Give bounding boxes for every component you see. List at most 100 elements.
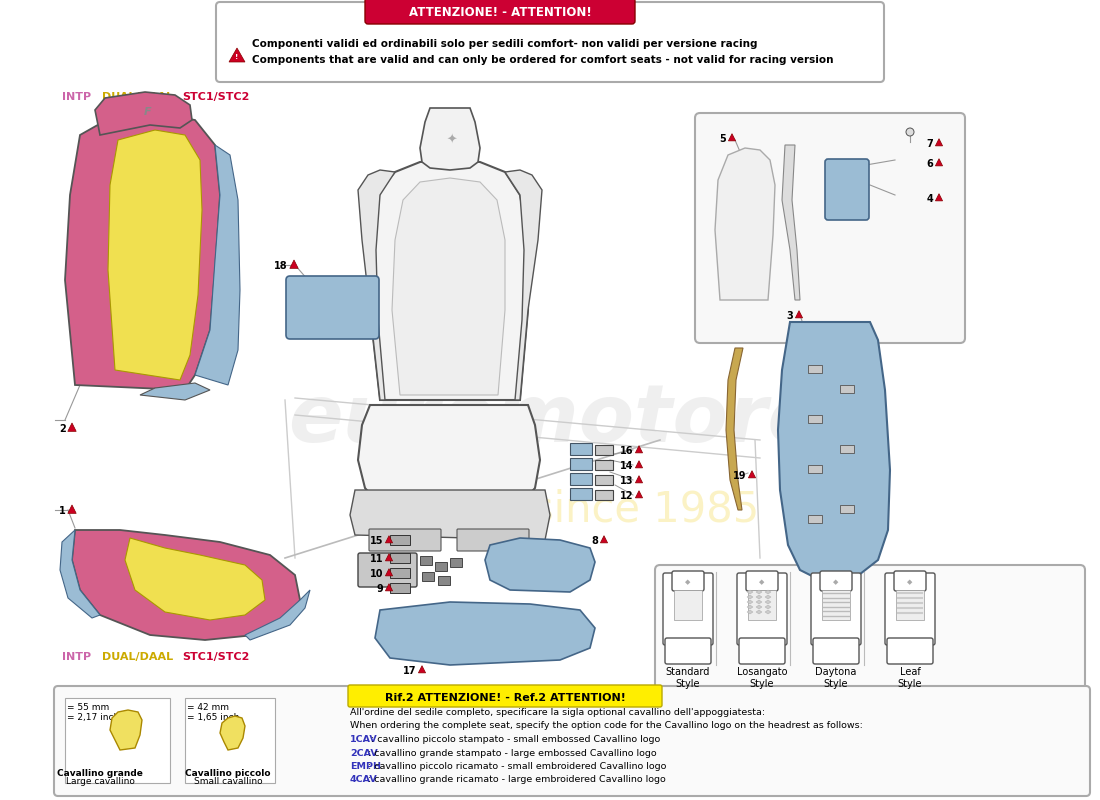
Text: Cavallino grande: Cavallino grande bbox=[57, 769, 143, 778]
Text: 1CAV: 1CAV bbox=[350, 735, 377, 744]
Text: 15: 15 bbox=[370, 536, 383, 546]
Polygon shape bbox=[747, 605, 754, 609]
Polygon shape bbox=[68, 423, 76, 431]
Polygon shape bbox=[747, 590, 754, 594]
Bar bbox=[390, 535, 410, 545]
Polygon shape bbox=[636, 446, 642, 453]
Text: Small cavallino: Small cavallino bbox=[194, 777, 262, 786]
Polygon shape bbox=[636, 461, 642, 468]
Polygon shape bbox=[636, 476, 642, 483]
Polygon shape bbox=[756, 600, 762, 604]
Polygon shape bbox=[485, 538, 595, 592]
Text: 7: 7 bbox=[926, 139, 933, 149]
FancyBboxPatch shape bbox=[737, 573, 786, 645]
Text: = 2,17 inch: = 2,17 inch bbox=[67, 713, 119, 722]
Text: euromotore: euromotore bbox=[288, 381, 822, 459]
FancyBboxPatch shape bbox=[286, 276, 379, 339]
Text: 10: 10 bbox=[370, 569, 383, 579]
FancyBboxPatch shape bbox=[813, 638, 859, 664]
Text: When ordering the complete seat, specify the option code for the Cavallino logo : When ordering the complete seat, specify… bbox=[350, 722, 862, 730]
Polygon shape bbox=[935, 158, 943, 166]
Text: INTP: INTP bbox=[62, 652, 91, 662]
Bar bbox=[808, 415, 822, 423]
Bar bbox=[822, 590, 850, 620]
Text: ◆: ◆ bbox=[908, 579, 913, 585]
Text: Standard
Style: Standard Style bbox=[666, 667, 711, 689]
Bar bbox=[808, 515, 822, 523]
Bar bbox=[808, 365, 822, 373]
Text: : cavallino grande stampato - large embossed Cavallino logo: : cavallino grande stampato - large embo… bbox=[368, 749, 657, 758]
Polygon shape bbox=[764, 610, 771, 614]
Polygon shape bbox=[601, 536, 607, 543]
Polygon shape bbox=[756, 590, 762, 594]
Text: Cavallino piccolo: Cavallino piccolo bbox=[185, 769, 271, 778]
FancyBboxPatch shape bbox=[368, 529, 441, 551]
Polygon shape bbox=[756, 595, 762, 599]
Polygon shape bbox=[245, 590, 310, 640]
Polygon shape bbox=[764, 595, 771, 599]
FancyBboxPatch shape bbox=[894, 571, 926, 591]
Text: 3: 3 bbox=[786, 311, 793, 321]
FancyBboxPatch shape bbox=[348, 685, 662, 707]
Text: !: ! bbox=[235, 54, 239, 60]
Polygon shape bbox=[385, 536, 393, 543]
Bar bbox=[422, 572, 435, 581]
FancyBboxPatch shape bbox=[663, 573, 713, 645]
Polygon shape bbox=[748, 470, 756, 478]
FancyBboxPatch shape bbox=[216, 2, 884, 82]
Text: ✦: ✦ bbox=[447, 134, 458, 146]
Polygon shape bbox=[935, 194, 943, 201]
Polygon shape bbox=[418, 666, 426, 673]
Polygon shape bbox=[385, 554, 393, 561]
FancyBboxPatch shape bbox=[358, 553, 417, 587]
Bar bbox=[748, 590, 775, 620]
FancyBboxPatch shape bbox=[54, 686, 1090, 796]
Polygon shape bbox=[140, 383, 210, 400]
Polygon shape bbox=[935, 138, 943, 146]
Text: 1: 1 bbox=[59, 506, 66, 516]
Text: DUAL/DAAL: DUAL/DAAL bbox=[102, 652, 173, 662]
Text: = 55 mm: = 55 mm bbox=[67, 703, 109, 712]
FancyBboxPatch shape bbox=[811, 573, 861, 645]
Text: ATTENZIONE! - ATTENTION!: ATTENZIONE! - ATTENTION! bbox=[408, 6, 592, 19]
Polygon shape bbox=[108, 130, 202, 380]
Text: : cavallino grande ricamato - large embroidered Cavallino logo: : cavallino grande ricamato - large embr… bbox=[368, 775, 666, 785]
Polygon shape bbox=[72, 530, 300, 640]
FancyBboxPatch shape bbox=[365, 0, 635, 24]
Text: ◆: ◆ bbox=[685, 579, 691, 585]
Bar bbox=[840, 385, 854, 393]
Text: 6: 6 bbox=[926, 159, 933, 169]
Text: : cavallino piccolo stampato - small embossed Cavallino logo: : cavallino piccolo stampato - small emb… bbox=[368, 735, 660, 744]
Text: Losangato
Style: Losangato Style bbox=[737, 667, 788, 689]
Bar bbox=[390, 568, 410, 578]
Polygon shape bbox=[68, 505, 76, 514]
Text: 13: 13 bbox=[619, 476, 632, 486]
Bar bbox=[434, 562, 447, 571]
Polygon shape bbox=[65, 112, 220, 390]
Polygon shape bbox=[375, 602, 595, 665]
Polygon shape bbox=[350, 490, 550, 540]
Bar bbox=[595, 460, 613, 470]
Text: ◆: ◆ bbox=[759, 579, 764, 585]
Text: DUAL/DAAL: DUAL/DAAL bbox=[102, 92, 173, 102]
Polygon shape bbox=[795, 310, 803, 318]
Text: 5: 5 bbox=[719, 134, 726, 144]
Text: STC1/STC2: STC1/STC2 bbox=[182, 652, 250, 662]
FancyBboxPatch shape bbox=[654, 565, 1085, 690]
Bar bbox=[570, 473, 592, 485]
FancyBboxPatch shape bbox=[456, 529, 529, 551]
Bar bbox=[390, 583, 410, 593]
Text: Daytona
Style: Daytona Style bbox=[815, 667, 857, 689]
Polygon shape bbox=[420, 108, 480, 170]
Bar bbox=[570, 443, 592, 455]
Polygon shape bbox=[370, 160, 528, 400]
Text: 17: 17 bbox=[403, 666, 416, 676]
Polygon shape bbox=[95, 92, 192, 135]
FancyBboxPatch shape bbox=[65, 698, 170, 783]
Polygon shape bbox=[505, 170, 542, 400]
Polygon shape bbox=[392, 178, 505, 395]
FancyBboxPatch shape bbox=[185, 698, 275, 783]
FancyBboxPatch shape bbox=[695, 113, 965, 343]
Polygon shape bbox=[747, 595, 754, 599]
Polygon shape bbox=[764, 590, 771, 594]
